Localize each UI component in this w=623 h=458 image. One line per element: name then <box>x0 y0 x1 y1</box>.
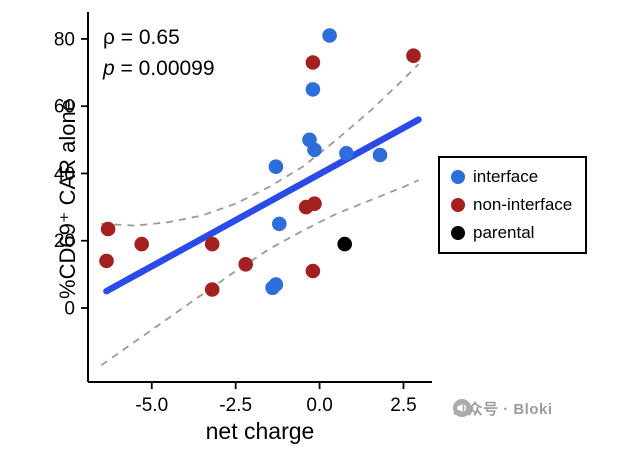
x-axis-label: net charge <box>205 418 315 444</box>
point-non-interface <box>298 199 314 215</box>
point-interface <box>305 82 321 97</box>
point-interface <box>272 216 287 232</box>
non-interface-dot-icon <box>451 198 465 212</box>
point-non-interface <box>100 221 116 237</box>
x-tick-label: -5.0 <box>135 395 168 416</box>
point-non-interface <box>99 253 114 269</box>
point-non-interface <box>204 282 220 297</box>
point-non-interface <box>305 263 321 279</box>
point-non-interface <box>204 236 220 252</box>
point-interface <box>307 142 322 158</box>
x-tick-label: 2.5 <box>390 395 416 416</box>
y-axis-label: %CD69⁺ CAR alone <box>55 99 80 299</box>
y-tick-label: 20 <box>54 231 75 252</box>
point-non-interface <box>406 48 421 63</box>
point-interface <box>322 28 337 43</box>
x-tick-label: 0.0 <box>306 395 332 416</box>
legend-label: non-interface <box>473 195 573 214</box>
point-non-interface <box>134 236 149 252</box>
fit-line <box>103 116 422 295</box>
legend-item-non-interface: non-interface <box>451 195 572 215</box>
pvalue-annotation: p = 0.00099 <box>103 57 215 80</box>
stats-annotation: ρ = 0.65 p = 0.00099 <box>103 22 215 84</box>
ci-lower-curve <box>100 179 419 366</box>
legend-label: parental <box>473 223 535 242</box>
y-tick-label: 80 <box>54 29 75 50</box>
rho-annotation: ρ = 0.65 <box>103 26 180 49</box>
watermark: 公众号 · Bloki <box>452 398 553 419</box>
point-interface <box>268 159 284 174</box>
megaphone-icon <box>453 399 471 417</box>
interface-dot-icon <box>451 170 465 184</box>
legend: interface non-interface parental <box>438 156 588 254</box>
legend-item-interface: interface <box>451 167 572 187</box>
watermark-text: 公众号 · Bloki <box>452 401 553 418</box>
x-tick-label: -2.5 <box>219 395 252 416</box>
y-tick-label: 0 <box>64 299 75 320</box>
legend-label: interface <box>473 167 539 186</box>
parental-dot-icon <box>451 226 465 240</box>
point-interface <box>372 147 388 163</box>
point-non-interface <box>305 55 321 70</box>
point-parental <box>337 236 353 252</box>
legend-item-parental: parental <box>451 223 572 243</box>
point-interface <box>339 146 354 161</box>
point-non-interface <box>238 257 253 272</box>
point-interface <box>265 280 280 296</box>
y-tick-label: 40 <box>54 164 75 185</box>
ci-upper-curve <box>101 63 420 227</box>
y-tick-label: 60 <box>54 97 75 118</box>
